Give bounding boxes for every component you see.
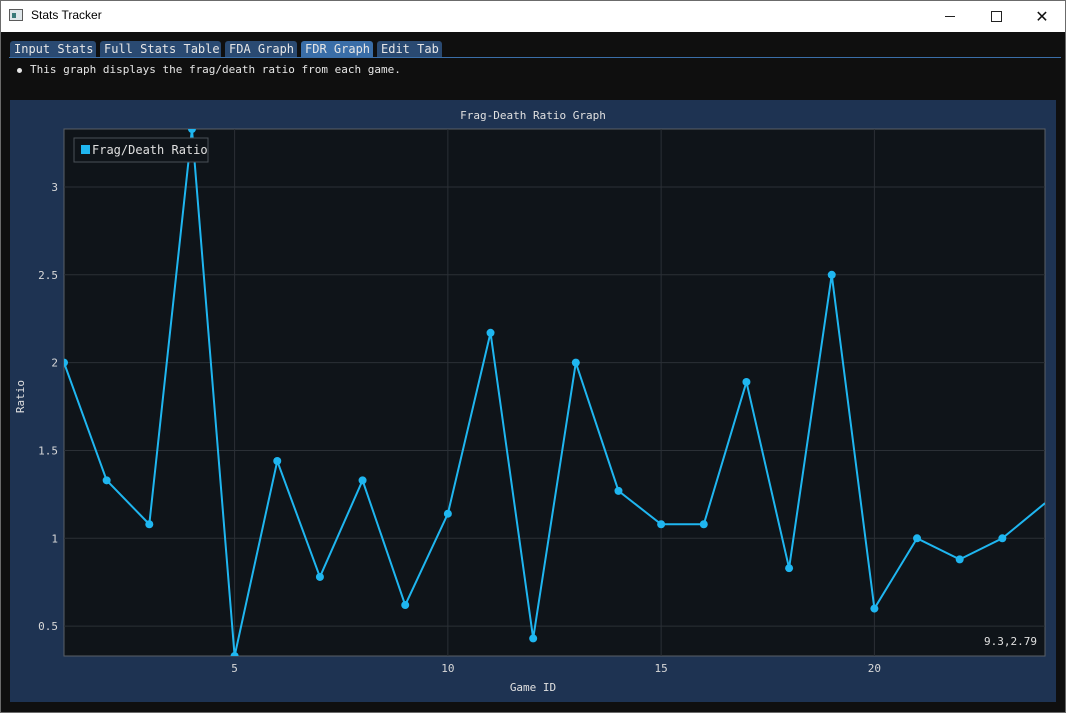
tab-input-stats[interactable]: Input Stats <box>10 41 96 58</box>
data-point <box>102 476 111 485</box>
tab-fdr-graph[interactable]: FDR Graph <box>301 41 373 58</box>
y-tick-label: 2.5 <box>38 269 58 282</box>
y-tick-label: 0.5 <box>38 620 58 633</box>
legend-box <box>73 137 209 163</box>
y-tick-label: 2 <box>51 357 58 370</box>
info-text: This graph displays the frag/death ratio… <box>17 63 401 76</box>
x-tick-label: 20 <box>868 662 881 675</box>
x-axis-label: Game ID <box>509 681 557 694</box>
legend-swatch <box>81 145 90 154</box>
y-tick-label: 1.5 <box>38 444 58 457</box>
data-point <box>955 555 964 564</box>
y-tick-label: 1 <box>51 532 58 545</box>
legend-label: Frag/Death Ratio <box>92 143 208 157</box>
fdr-plot[interactable]: 0.5 1 1.5 2 2.5 3 5 10 15 20 Frag/Death Ratio 9.3,2… <box>10 100 1056 702</box>
tab-fda-graph[interactable]: FDA Graph <box>225 41 297 58</box>
x-tick-label: 10 <box>441 662 454 675</box>
hover-readout: 9.3,2.79 <box>984 635 1037 648</box>
tab-bar: Input Stats Full Stats Table FDA Graph F… <box>1 32 1065 58</box>
plot-area <box>63 128 1046 657</box>
tab-edit-tab[interactable]: Edit Tab <box>377 41 442 58</box>
minimize-icon <box>945 16 955 17</box>
bullet-icon <box>17 67 22 73</box>
data-point <box>486 328 495 337</box>
title-bar[interactable]: Stats Tracker ✕ <box>1 1 1065 32</box>
data-point <box>913 534 922 543</box>
data-point <box>785 564 794 573</box>
minimize-button[interactable] <box>927 1 973 32</box>
info-text-content: This graph displays the frag/death ratio… <box>30 63 401 76</box>
tab-full-stats-table[interactable]: Full Stats Table <box>100 41 221 58</box>
data-point <box>870 604 879 613</box>
maximize-icon <box>990 11 1002 22</box>
data-point <box>358 476 367 485</box>
data-point <box>315 572 324 581</box>
x-tick-label: 15 <box>655 662 668 675</box>
data-point <box>273 457 282 466</box>
data-point <box>998 534 1007 543</box>
data-point <box>742 377 751 386</box>
data-point <box>571 358 580 367</box>
plot-frame: Frag-Death Ratio Graph Game ID Ratio 0.5… <box>10 100 1056 702</box>
data-point <box>443 509 452 518</box>
data-point <box>614 486 623 495</box>
series-line <box>64 129 1045 656</box>
close-icon: ✕ <box>1035 6 1049 26</box>
window-title: Stats Tracker <box>31 8 102 22</box>
data-point <box>529 634 538 643</box>
data-point <box>401 601 410 610</box>
data-point <box>187 129 196 133</box>
data-point <box>230 652 239 656</box>
data-point <box>699 520 708 529</box>
data-point <box>657 520 666 529</box>
data-point <box>145 520 154 529</box>
app-icon <box>9 9 23 21</box>
chart-title: Frag-Death Ratio Graph <box>460 109 606 122</box>
data-point <box>827 270 836 279</box>
tab-underline <box>9 57 1061 58</box>
close-button[interactable]: ✕ <box>1019 1 1065 32</box>
y-tick-label: 3 <box>51 181 58 194</box>
data-point <box>64 358 68 367</box>
maximize-button[interactable] <box>973 1 1019 32</box>
x-tick-label: 5 <box>231 662 238 675</box>
